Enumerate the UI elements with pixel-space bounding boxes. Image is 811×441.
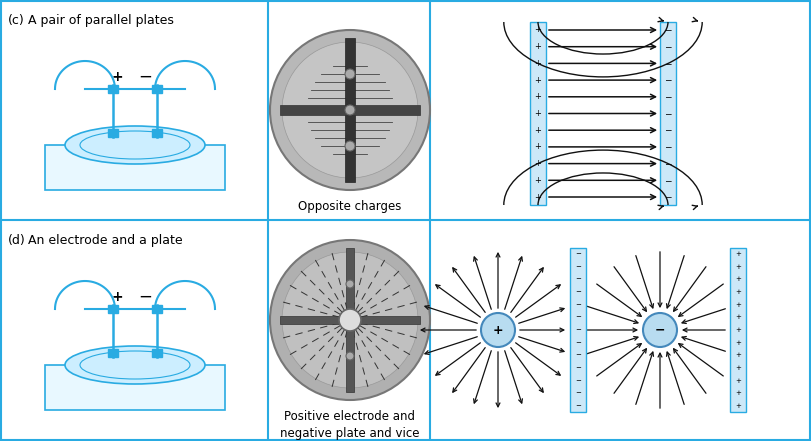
- Bar: [108, 129, 118, 137]
- Text: +: +: [111, 70, 122, 84]
- Text: +: +: [534, 176, 542, 185]
- Text: −: −: [575, 314, 581, 320]
- Text: +: +: [534, 193, 542, 202]
- Text: −: −: [138, 68, 152, 86]
- Text: +: +: [735, 403, 741, 409]
- Text: −: −: [575, 352, 581, 359]
- Text: (d): (d): [8, 234, 26, 247]
- Text: A pair of parallel plates: A pair of parallel plates: [28, 14, 174, 27]
- Text: +: +: [534, 109, 542, 118]
- Text: +: +: [735, 340, 741, 346]
- Text: +: +: [534, 142, 542, 151]
- Bar: [152, 129, 162, 137]
- Text: +: +: [534, 42, 542, 51]
- Text: +: +: [534, 26, 542, 34]
- Text: +: +: [534, 59, 542, 68]
- Text: −: −: [664, 126, 672, 135]
- Bar: [152, 349, 162, 357]
- Text: +: +: [735, 390, 741, 396]
- Text: +: +: [735, 302, 741, 308]
- Circle shape: [345, 69, 355, 79]
- Text: −: −: [664, 42, 672, 51]
- Circle shape: [345, 141, 355, 151]
- Text: +: +: [735, 365, 741, 371]
- Text: +: +: [735, 251, 741, 257]
- Text: Opposite charges: Opposite charges: [298, 200, 401, 213]
- Text: −: −: [664, 159, 672, 168]
- Circle shape: [346, 280, 354, 288]
- Circle shape: [270, 240, 430, 400]
- Text: −: −: [575, 327, 581, 333]
- Bar: [108, 305, 118, 313]
- Bar: [108, 85, 118, 93]
- Bar: [530, 22, 546, 205]
- Text: +: +: [534, 159, 542, 168]
- Text: +: +: [735, 314, 741, 320]
- Text: +: +: [111, 290, 122, 304]
- Text: +: +: [534, 126, 542, 135]
- Text: −: −: [664, 193, 672, 202]
- Ellipse shape: [65, 346, 205, 384]
- Ellipse shape: [65, 126, 205, 164]
- Text: −: −: [575, 302, 581, 308]
- Text: −: −: [575, 264, 581, 269]
- Bar: [280, 316, 420, 324]
- Text: +: +: [735, 277, 741, 282]
- Bar: [345, 38, 355, 182]
- Text: −: −: [664, 109, 672, 118]
- Text: −: −: [664, 26, 672, 34]
- Text: −: −: [138, 288, 152, 306]
- Circle shape: [345, 105, 355, 115]
- Text: −: −: [575, 277, 581, 282]
- Bar: [570, 248, 586, 412]
- Circle shape: [643, 313, 677, 347]
- Text: −: −: [575, 251, 581, 257]
- Bar: [152, 305, 162, 313]
- Circle shape: [270, 30, 430, 190]
- Circle shape: [346, 352, 354, 360]
- Text: −: −: [575, 365, 581, 371]
- Circle shape: [481, 313, 515, 347]
- Bar: [108, 349, 118, 357]
- Text: −: −: [664, 59, 672, 68]
- Text: −: −: [575, 403, 581, 409]
- Text: +: +: [735, 289, 741, 295]
- Text: −: −: [664, 92, 672, 101]
- Text: +: +: [735, 352, 741, 359]
- Text: −: −: [575, 377, 581, 384]
- Bar: [346, 248, 354, 392]
- Text: −: −: [575, 340, 581, 346]
- Bar: [280, 105, 420, 115]
- Text: −: −: [664, 176, 672, 185]
- Text: +: +: [735, 264, 741, 269]
- Bar: [730, 248, 746, 412]
- FancyBboxPatch shape: [45, 145, 225, 190]
- Text: +: +: [735, 377, 741, 384]
- Text: −: −: [664, 142, 672, 151]
- Text: −: −: [654, 324, 665, 336]
- Text: (c): (c): [8, 14, 25, 27]
- Text: −: −: [575, 390, 581, 396]
- Bar: [660, 22, 676, 205]
- Circle shape: [282, 252, 418, 388]
- Circle shape: [282, 42, 418, 178]
- FancyBboxPatch shape: [45, 365, 225, 410]
- Text: An electrode and a plate: An electrode and a plate: [28, 234, 182, 247]
- Text: +: +: [534, 92, 542, 101]
- Circle shape: [339, 309, 361, 331]
- Text: +: +: [534, 75, 542, 85]
- Text: −: −: [664, 75, 672, 85]
- Bar: [152, 85, 162, 93]
- Text: +: +: [735, 327, 741, 333]
- Text: −: −: [575, 289, 581, 295]
- Text: Positive electrode and
negative plate and vice
versa: Positive electrode and negative plate an…: [281, 410, 420, 441]
- Text: +: +: [493, 324, 504, 336]
